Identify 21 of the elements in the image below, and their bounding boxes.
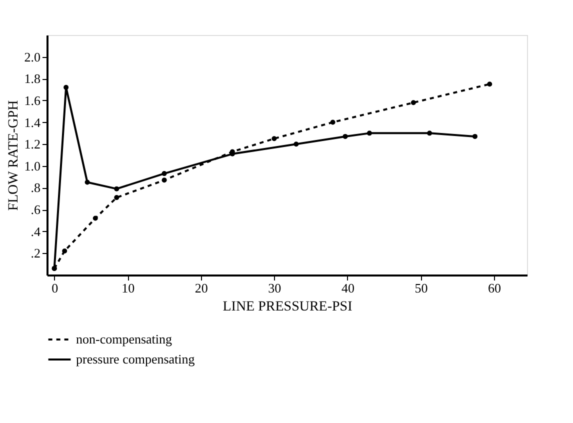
x-tick-label: 50	[414, 280, 428, 296]
y-tick-label: .6	[30, 202, 41, 218]
y-tick-label: .4	[30, 224, 41, 239]
y-tick-label: 1.6	[24, 92, 41, 108]
y-tick-label: 1.0	[24, 158, 40, 174]
x-tick-label: 0	[52, 280, 58, 296]
y-tick-label: .8	[30, 180, 40, 196]
x-tick-label: 20	[194, 280, 208, 296]
legend-label: pressure compensating	[76, 352, 196, 366]
y-tick-label: 1.8	[24, 71, 40, 86]
y-tick-label: .2	[30, 246, 40, 261]
x-tick-label: 40	[341, 280, 354, 296]
x-axis-title: LINE PRESSURE-PSI	[222, 300, 353, 314]
x-tick-label: 60	[488, 280, 502, 296]
legend-label: non-compensating	[76, 332, 173, 346]
y-tick-label: 1.2	[24, 136, 40, 152]
x-tick-label: 30	[268, 280, 282, 296]
y-axis-title: FLOW RATE-GPH	[6, 100, 22, 211]
y-tick-label: 1.4	[24, 114, 41, 130]
x-tick-label: 10	[122, 280, 135, 296]
y-tick-label: 2.0	[24, 49, 40, 64]
